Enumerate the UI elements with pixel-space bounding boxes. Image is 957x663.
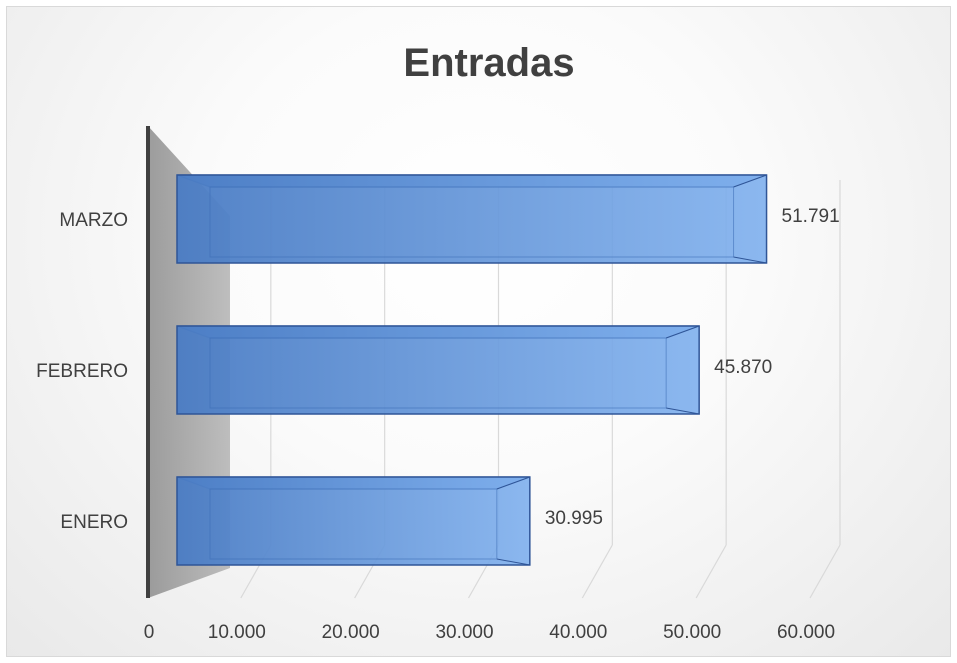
bar-edge (496, 558, 530, 566)
x-tick-label: 30.000 (435, 622, 493, 643)
bar-edge (666, 407, 700, 415)
x-tick-label: 20.000 (322, 622, 380, 643)
category-label: FEBRERO (36, 361, 128, 382)
gridline-floor (809, 544, 841, 599)
data-label: 45.870 (714, 357, 772, 378)
bar-inner-frame (209, 337, 667, 409)
bar (176, 174, 768, 264)
x-tick-label: 0 (144, 622, 155, 643)
bar-edge (665, 325, 700, 339)
bar-inner-frame (209, 488, 498, 560)
category-label: MARZO (59, 210, 128, 231)
bar-edge (733, 174, 767, 188)
gridline-floor (695, 544, 727, 599)
category-label: ENERO (60, 512, 128, 533)
bar (176, 476, 531, 566)
x-tick-label: 50.000 (663, 622, 721, 643)
gridline-floor (581, 544, 613, 599)
x-tick-label: 60.000 (777, 622, 835, 643)
chart-title: Entradas (403, 41, 574, 85)
x-tick-label: 40.000 (549, 622, 607, 643)
data-label: 51.791 (782, 206, 840, 227)
bar-edge (733, 256, 767, 264)
data-label: 30.995 (545, 508, 603, 529)
x-tick-label: 10.000 (208, 622, 266, 643)
bar-edge (496, 476, 530, 490)
bar-inner-frame (209, 186, 735, 258)
bar (176, 325, 700, 415)
